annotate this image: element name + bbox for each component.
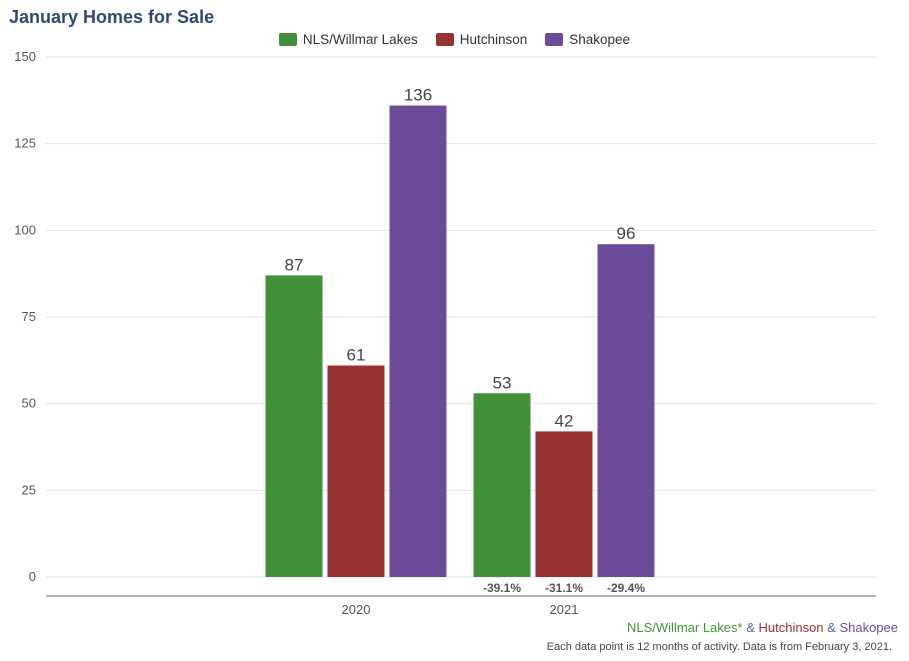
footer-name-part: & [742, 620, 759, 635]
y-tick-label: 50 [22, 396, 36, 411]
footer-market-names: NLS/Willmar Lakes* & Hutchinson & Shakop… [627, 620, 898, 635]
y-tick-label: 100 [14, 222, 36, 237]
y-tick-label: 125 [14, 136, 36, 151]
legend-item-3[interactable]: Shakopee [545, 32, 630, 47]
legend-item-2[interactable]: Hutchinson [435, 31, 528, 47]
bar [597, 244, 655, 577]
chart-title: January Homes for Sale [9, 7, 215, 27]
legend: NLS/Willmar Lakes Hutchinson Shakopee [0, 31, 909, 47]
legend-swatch [278, 32, 297, 46]
bar-value-label: 96 [617, 224, 636, 243]
y-tick-label: 25 [22, 482, 36, 497]
legend-swatch [545, 32, 564, 46]
bar-value-label: 42 [555, 411, 574, 430]
footer-name-part: & [823, 620, 840, 635]
bar [265, 275, 323, 577]
x-tick-label: 2020 [342, 602, 371, 617]
footer-name-part: Shakopee [839, 620, 898, 635]
legend-label: NLS/Willmar Lakes [302, 31, 418, 47]
y-tick-label: 150 [14, 49, 36, 64]
bar [389, 105, 447, 578]
bar-value-label: 87 [285, 255, 304, 274]
percent-change-label: -39.1% [483, 581, 521, 595]
footer-name-part: NLS/Willmar Lakes* [626, 620, 743, 635]
legend-label: Hutchinson [459, 31, 528, 47]
percent-change-label: -29.4% [607, 581, 645, 595]
y-tick-label: 0 [29, 569, 36, 584]
legend-swatch [435, 32, 454, 46]
bar [473, 393, 531, 577]
legend-label: Shakopee [569, 31, 631, 47]
x-tick-label: 2021 [550, 602, 579, 617]
bar [327, 365, 385, 577]
footer-name-part: Hutchinson [758, 620, 824, 635]
legend-item-1[interactable]: NLS/Willmar Lakes [278, 31, 418, 47]
bar [535, 431, 593, 577]
y-tick-label: 75 [22, 309, 36, 324]
bar-value-label: 136 [404, 86, 432, 105]
bar-value-label: 61 [347, 346, 366, 365]
bar-value-label: 53 [493, 373, 512, 392]
footer-note: Each data point is 12 months of activity… [546, 641, 892, 653]
percent-change-label: -31.1% [545, 581, 583, 595]
